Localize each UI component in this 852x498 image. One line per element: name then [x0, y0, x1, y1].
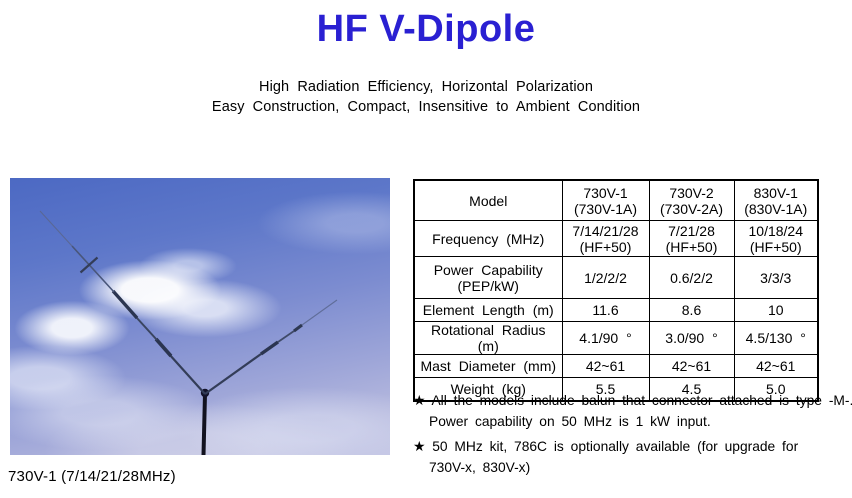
footnote-line: ★ All the models include balun that conn…	[413, 393, 852, 408]
cell-mast-830v-1: 42~61	[733, 354, 819, 378]
right-element-tip	[301, 299, 338, 326]
cell-power-label: Power Capability (PEP/kW)	[413, 256, 563, 299]
table-row-element-length: Element Length (m) 11.6 8.6 10	[413, 298, 819, 322]
cell-frequency-label: Frequency (MHz)	[413, 220, 563, 257]
table-row-rotational-radius: Rotational Radius (m) 4.1/90 ° 3.0/90 ° …	[413, 321, 819, 355]
left-element-tip	[39, 210, 73, 247]
antenna-illustration	[39, 210, 338, 455]
right-element-trap-1	[260, 340, 279, 356]
left-element-upper	[71, 245, 115, 293]
left-element-crossbar	[79, 256, 99, 274]
page-title: HF V-Dipole	[316, 8, 536, 50]
left-element-trap-1	[154, 337, 173, 358]
spec-table: Model 730V-1 (730V-1A) 730V-2 (730V-2A) 83…	[413, 179, 819, 402]
subtitle-line-1: High Radiation Efficiency, Horizontal Po…	[259, 79, 593, 95]
cell-length-830v-1: 10	[733, 298, 819, 322]
cell-radius-830v-1: 4.5/130 °	[733, 321, 819, 355]
cell-model-730v-2: 730V-2 (730V-2A)	[648, 179, 735, 221]
table-row-power: Power Capability (PEP/kW) 1/2/2/2 0.6/2/2…	[413, 256, 819, 299]
footnote-line: ★ 50 MHz kit, 786C is optionally availab…	[413, 439, 799, 454]
cell-mast-label: Mast Diameter (mm)	[413, 354, 563, 378]
cell-model-730v-1: 730V-1 (730V-1A)	[561, 179, 650, 221]
right-element-trap-2	[293, 323, 303, 333]
cell-weight-830v-1: 5.0	[733, 377, 819, 402]
mast-line	[201, 393, 207, 455]
table-row-model: Model 730V-1 (730V-1A) 730V-2 (730V-2A) 83…	[413, 179, 819, 221]
subtitle-line-2: Easy Construction, Compact, Insensitive …	[211, 99, 641, 115]
cell-length-730v-2: 8.6	[648, 298, 735, 322]
cell-frequency-830v-1: 10/18/24 (HF+50)	[733, 220, 819, 257]
cell-radius-label: Rotational Radius (m)	[413, 321, 563, 355]
table-row-weight: Weight (kg) 5.5 4.5 5.0	[413, 377, 819, 402]
left-element-lower	[168, 353, 206, 395]
cell-weight-label: Weight (kg)	[413, 377, 563, 402]
footnote-line: Power capability on 50 MHz is 1 kW input…	[429, 413, 711, 429]
cell-model-830v-1: 830V-1 (830V-1A)	[733, 179, 819, 221]
cell-length-730v-1: 11.6	[561, 298, 650, 322]
table-row-mast-diameter: Mast Diameter (mm) 42~61 42~61 42~61	[413, 354, 819, 378]
footnote-2: ★ 50 MHz kit, 786C is optionally availab…	[413, 437, 843, 478]
cell-power-730v-2: 0.6/2/2	[648, 256, 735, 299]
right-element-mid	[277, 330, 295, 343]
cell-mast-730v-2: 42~61	[648, 354, 735, 378]
left-element-trap-2	[111, 289, 139, 320]
right-element-lower	[204, 353, 262, 395]
left-element-mid	[135, 316, 158, 341]
cell-frequency-730v-1: 7/14/21/28 (HF+50)	[561, 220, 650, 257]
cell-power-830v-1: 3/3/3	[733, 256, 819, 299]
footnote-1: ★ All the models include balun that conn…	[413, 391, 852, 432]
table-row-frequency: Frequency (MHz) 7/14/21/28 (HF+50) 7/21/2…	[413, 220, 819, 257]
cell-frequency-730v-2: 7/21/28 (HF+50)	[648, 220, 735, 257]
cell-mast-730v-1: 42~61	[561, 354, 650, 378]
cell-radius-730v-2: 3.0/90 °	[648, 321, 735, 355]
photo-caption: 730V-1 (7/14/21/28MHz)	[8, 468, 176, 485]
cell-power-730v-1: 1/2/2/2	[561, 256, 650, 299]
cell-radius-730v-1: 4.1/90 °	[561, 321, 650, 355]
footnote-line: 730V-x, 830V-x)	[429, 459, 531, 475]
cell-length-label: Element Length (m)	[413, 298, 563, 322]
footnotes: ★ All the models include balun that conn…	[413, 391, 852, 483]
cell-model-header: Model	[413, 179, 563, 221]
cell-weight-730v-1: 5.5	[561, 377, 650, 402]
product-photo	[10, 178, 390, 455]
sky-clouds	[10, 178, 390, 455]
